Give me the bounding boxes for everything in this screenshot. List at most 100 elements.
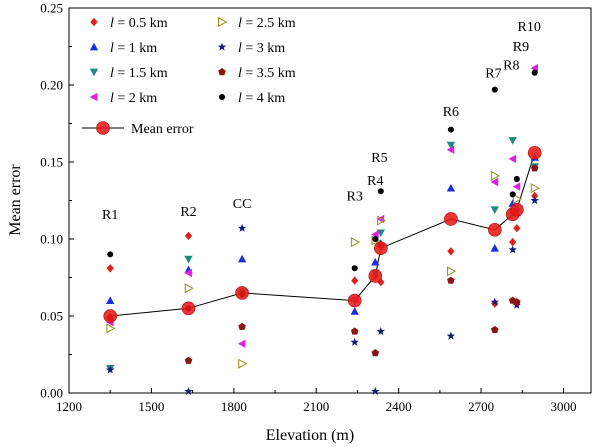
- x-tick-label: 2400: [386, 399, 412, 414]
- x-tick-label: 1500: [138, 399, 164, 414]
- data-point: [376, 215, 387, 226]
- station-label: R3: [347, 190, 363, 205]
- x-tick-label: 1200: [56, 399, 82, 414]
- data-point: [350, 307, 359, 315]
- legend-marker: [96, 121, 110, 135]
- data-point: [508, 154, 517, 164]
- x-tick-label: 1800: [221, 399, 247, 414]
- data-point: [184, 231, 193, 241]
- y-tick-label: 0.00: [40, 386, 63, 401]
- data-point: [531, 191, 539, 201]
- data-point: [238, 322, 246, 330]
- legend-marker: [89, 68, 99, 77]
- legend-entry: l = 2.5 km: [218, 16, 296, 31]
- data-point: [490, 177, 499, 187]
- station-label: R1: [102, 208, 118, 223]
- y-tick-label: 0.10: [40, 232, 63, 247]
- mean-error-point: [510, 202, 524, 217]
- data-point: [513, 224, 521, 233]
- data-point: [530, 164, 539, 172]
- mean-error-line: [110, 152, 536, 317]
- mean-error-point: [103, 309, 118, 323]
- data-point: [237, 223, 247, 232]
- mean-error-point: [181, 301, 196, 316]
- data-point: [490, 244, 499, 252]
- legend-label: l = 2 km: [110, 91, 157, 106]
- station-label: R10: [518, 20, 541, 35]
- data-point: [351, 265, 358, 272]
- data-point: [237, 339, 246, 348]
- data-point: [446, 141, 456, 150]
- data-point: [508, 245, 517, 254]
- data-point: [350, 327, 359, 335]
- data-point: [447, 247, 455, 256]
- data-point: [508, 137, 517, 145]
- legend-label: l = 4 km: [238, 91, 285, 106]
- legend-entry: l = 3 km: [217, 41, 285, 56]
- data-point: [350, 236, 361, 248]
- series-7-points: [106, 164, 539, 364]
- y-tick-label: 0.05: [40, 309, 63, 324]
- data-point: [446, 331, 456, 340]
- legend-marker: [218, 16, 228, 28]
- station-label: R9: [513, 40, 529, 55]
- legend-entry: l = 1.5 km: [89, 66, 168, 81]
- series-3-points: [106, 137, 539, 373]
- y-tick-label: 0.15: [40, 155, 63, 170]
- legend-marker: [218, 68, 226, 76]
- station-label: R5: [371, 151, 387, 166]
- mean-error-point: [488, 222, 502, 237]
- data-point: [530, 196, 539, 205]
- data-point: [447, 126, 454, 133]
- data-point: [238, 358, 248, 369]
- data-point: [106, 365, 115, 374]
- legend-marker: [218, 93, 226, 101]
- series-6-points: [106, 196, 539, 395]
- data-point: [490, 170, 501, 182]
- x-tick-label: 2700: [468, 399, 494, 414]
- legend-entry-mean-error: Mean error: [82, 121, 194, 137]
- legend-label: l = 2.5 km: [238, 16, 296, 31]
- data-point: [509, 191, 516, 198]
- data-point: [184, 255, 193, 264]
- station-label: R7: [485, 66, 501, 81]
- legend-label: l = 1 km: [110, 41, 157, 56]
- mean-error-point: [444, 212, 458, 226]
- data-point: [447, 276, 455, 284]
- legend-entry: l = 2 km: [89, 91, 157, 106]
- legend-label: l = 1.5 km: [110, 66, 168, 81]
- mean-error-point: [368, 269, 383, 283]
- data-point: [351, 276, 359, 285]
- data-point: [237, 254, 247, 263]
- legend-label: Mean error: [131, 122, 194, 137]
- data-point: [491, 86, 498, 93]
- data-point: [106, 296, 115, 304]
- data-point: [350, 337, 359, 346]
- legend-entry: l = 0.5 km: [90, 16, 168, 31]
- data-point: [376, 327, 385, 335]
- data-point: [371, 387, 380, 395]
- legend-entry: l = 1 km: [89, 41, 157, 56]
- data-point: [184, 283, 194, 294]
- data-point: [446, 184, 456, 192]
- data-point: [184, 268, 192, 278]
- y-tick-label: 0.25: [40, 1, 63, 16]
- station-label: R6: [443, 105, 459, 120]
- data-point: [490, 297, 499, 306]
- y-axis-title: Mean error: [7, 164, 24, 236]
- data-point: [446, 266, 457, 277]
- x-axis-title: Elevation (m): [266, 427, 354, 444]
- data-point: [184, 387, 193, 395]
- data-point: [513, 175, 520, 182]
- data-point: [509, 237, 517, 247]
- series-2-points: [106, 153, 539, 315]
- data-point: [371, 257, 380, 266]
- mean-error-point: [347, 293, 362, 308]
- legend-marker: [89, 42, 99, 51]
- mean-error-point: [374, 241, 388, 256]
- data-point: [490, 206, 499, 214]
- mean-error-point: [527, 145, 542, 160]
- data-point: [513, 298, 521, 306]
- station-label: R4: [367, 174, 383, 189]
- data-point: [377, 188, 384, 195]
